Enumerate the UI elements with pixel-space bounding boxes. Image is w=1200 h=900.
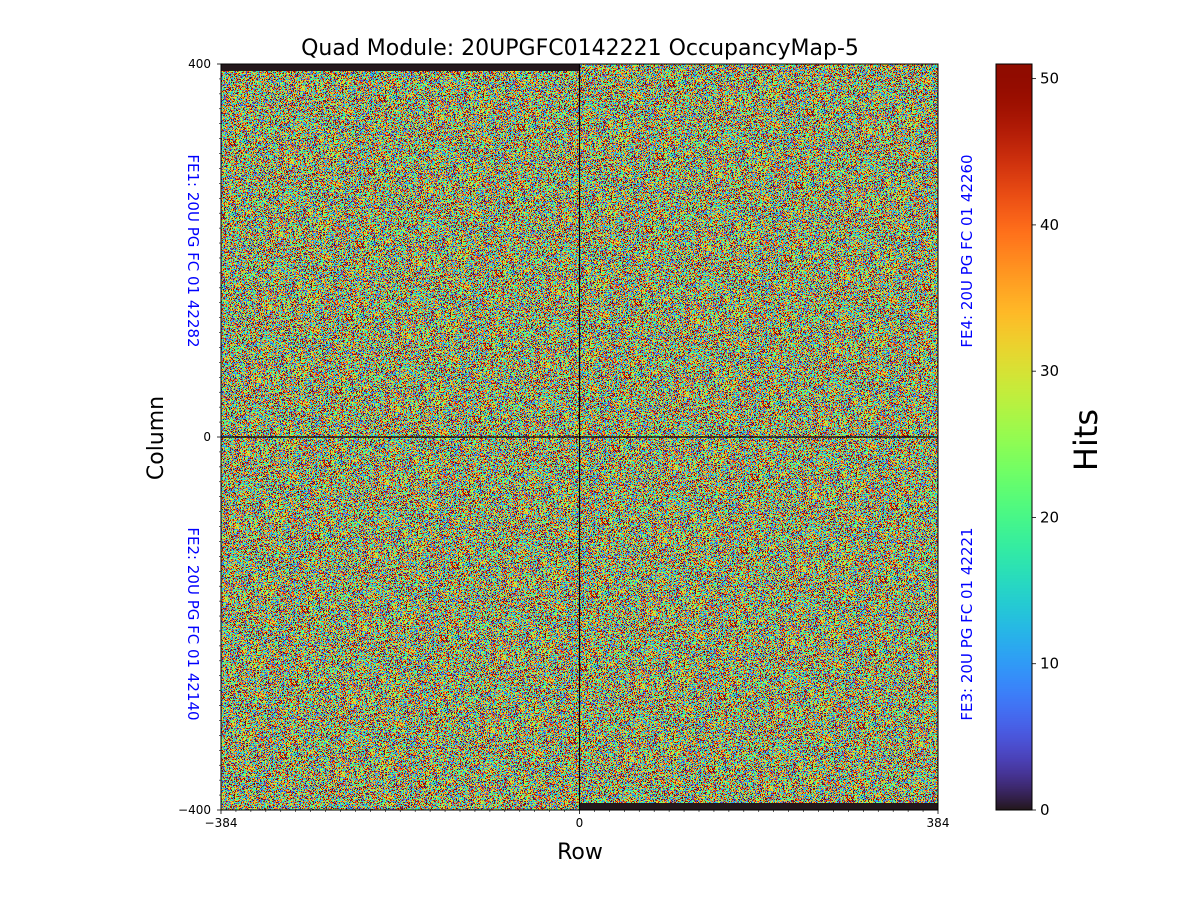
colorbar-tick-label: 10 — [1040, 655, 1059, 673]
y-axis-ticks: 400 0 −400 — [178, 57, 221, 817]
colorbar-frame — [995, 63, 1033, 811]
colorbar-tick-label: 30 — [1040, 362, 1059, 380]
y-axis-label: Column — [144, 396, 169, 480]
quadrant-dividers — [221, 64, 938, 810]
x-tick-label: −384 — [205, 816, 238, 830]
x-axis-ticks: −384 0 384 — [205, 810, 950, 830]
y-tick-label: −400 — [178, 803, 211, 817]
x-axis-label: Row — [557, 840, 603, 865]
y-tick-label: 400 — [188, 57, 211, 71]
colorbar-gradient — [996, 64, 1032, 810]
chip-label-fe3: FE3: 20U PG FC 01 42221 — [958, 527, 976, 720]
chip-label-fe2: FE2: 20U PG FC 01 42140 — [184, 527, 202, 720]
chip-label-fe1: FE1: 20U PG FC 01 42282 — [184, 154, 202, 347]
colorbar-ticks: 0 10 20 30 40 50 — [1032, 70, 1059, 819]
colorbar-tick-label: 50 — [1040, 70, 1059, 88]
colorbar-tick-label: 0 — [1040, 801, 1050, 819]
x-tick-label: 0 — [576, 816, 584, 830]
chart-title: Quad Module: 20UPGFC0142221 OccupancyMap… — [301, 36, 859, 61]
minor-ticks — [219, 78, 924, 812]
colorbar-tick-label: 40 — [1040, 216, 1059, 234]
colorbar-label: Hits — [1067, 409, 1105, 471]
y-tick-label: 0 — [203, 430, 211, 444]
x-tick-label: 384 — [927, 816, 950, 830]
chip-label-fe4: FE4: 20U PG FC 01 42260 — [958, 154, 976, 347]
colorbar-tick-label: 20 — [1040, 508, 1059, 526]
